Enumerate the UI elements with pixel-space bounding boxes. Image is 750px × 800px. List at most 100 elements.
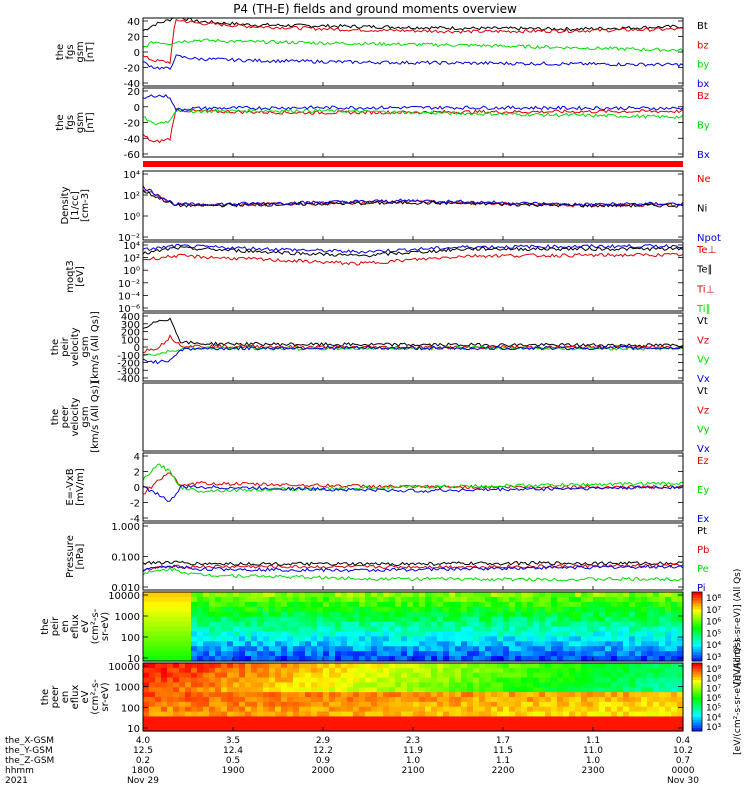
heatmap-cell — [143, 701, 150, 708]
heatmap-cell — [257, 631, 264, 637]
heatmap-cell — [419, 721, 426, 727]
heatmap-cell — [341, 721, 348, 727]
heatmap-cell — [467, 616, 474, 623]
heatmap-cell — [581, 626, 588, 633]
heatmap-cell — [215, 601, 222, 608]
heatmap-cell — [425, 592, 432, 598]
legend-label-Bz: Bz — [697, 91, 709, 102]
heatmap-cell — [323, 706, 330, 713]
heatmap-cell — [593, 716, 600, 722]
heatmap-cell — [479, 682, 486, 688]
heatmap-cell — [143, 706, 150, 713]
heatmap-cell — [263, 636, 270, 642]
heatmap-cell — [407, 697, 414, 703]
heatmap-cell — [377, 636, 384, 642]
heatmap-cell — [233, 697, 240, 703]
heatmap-cell — [617, 701, 624, 708]
heatmap-cell — [425, 611, 432, 618]
heatmap-cell — [311, 626, 318, 633]
heatmap-cell — [419, 682, 426, 688]
heatmap-cell — [341, 641, 348, 647]
heatmap-cell — [197, 621, 204, 628]
heatmap-cell — [407, 592, 414, 598]
heatmap-cell — [167, 667, 174, 674]
heatmap-cell — [179, 601, 186, 608]
heatmap-cell — [293, 721, 300, 727]
heatmap-cell — [425, 641, 432, 647]
heatmap-cell — [665, 626, 672, 633]
heatmap-cell — [509, 682, 516, 688]
y-tick-label: 100 — [121, 703, 140, 714]
heatmap-cell — [413, 641, 420, 647]
heatmap-cell — [149, 672, 156, 679]
heatmap-cell — [551, 682, 558, 688]
heatmap-cell — [563, 726, 570, 732]
x-tick-value: 1.7 — [496, 736, 510, 746]
heatmap-cell — [569, 592, 576, 598]
heatmap-cell — [443, 592, 450, 598]
heatmap-cell — [305, 651, 312, 657]
heatmap-cell — [329, 726, 336, 732]
heatmap-cell — [323, 656, 330, 662]
heatmap-cell — [521, 646, 528, 652]
heatmap-cell — [641, 641, 648, 647]
heatmap-cell — [197, 646, 204, 652]
colorbar-segment — [692, 663, 702, 667]
heatmap-cell — [575, 651, 582, 657]
y-axis-label: peer — [60, 405, 71, 429]
heatmap-cell — [257, 626, 264, 633]
heatmap-cell — [563, 663, 570, 669]
heatmap-cell — [569, 606, 576, 613]
heatmap-cell — [305, 656, 312, 662]
heatmap-cell — [233, 721, 240, 727]
heatmap-cell — [437, 646, 444, 652]
heatmap-cell — [677, 611, 684, 618]
heatmap-cell — [629, 596, 636, 603]
heatmap-cell — [317, 682, 324, 688]
heatmap-cell — [167, 596, 174, 603]
heatmap-cell — [143, 616, 150, 623]
heatmap-cell — [539, 596, 546, 603]
heatmap-cell — [395, 601, 402, 608]
heatmap-cell — [473, 716, 480, 722]
heatmap-cell — [611, 682, 618, 688]
heatmap-cell — [143, 716, 150, 722]
heatmap-cell — [569, 663, 576, 669]
heatmap-cell — [161, 706, 168, 713]
heatmap-cell — [293, 677, 300, 684]
heatmap-cell — [305, 596, 312, 603]
heatmap-cell — [377, 611, 384, 618]
heatmap-cell — [251, 611, 258, 618]
heatmap-cell — [605, 611, 612, 618]
heatmap-cell — [317, 646, 324, 652]
heatmap-cell — [527, 682, 534, 688]
heatmap-cell — [281, 606, 288, 613]
heatmap-cell — [173, 596, 180, 603]
heatmap-cell — [311, 621, 318, 628]
heatmap-cell — [173, 606, 180, 613]
heatmap-cell — [197, 611, 204, 618]
heatmap-cell — [641, 592, 648, 598]
heatmap-cell — [377, 711, 384, 718]
series-line-blue — [142, 564, 684, 573]
heatmap-cell — [431, 611, 438, 618]
legend-label-Ne: Ne — [697, 174, 711, 185]
heatmap-cell — [263, 631, 270, 637]
heatmap-cell — [263, 667, 270, 674]
x-tick-value: 1900 — [222, 766, 245, 776]
heatmap-cell — [395, 606, 402, 613]
heatmap-cell — [527, 706, 534, 713]
heatmap-cell — [677, 601, 684, 608]
heatmap-cell — [545, 641, 552, 647]
heatmap-cell — [185, 711, 192, 718]
heatmap-cell — [431, 626, 438, 633]
heatmap-cell — [665, 701, 672, 708]
heatmap-cell — [215, 621, 222, 628]
heatmap-cell — [581, 606, 588, 613]
heatmap-cell — [389, 606, 396, 613]
heatmap-cell — [671, 601, 678, 608]
colorbar-segment — [692, 682, 702, 687]
heatmap-cell — [191, 663, 198, 669]
heatmap-cell — [197, 726, 204, 732]
heatmap-cell — [413, 626, 420, 633]
